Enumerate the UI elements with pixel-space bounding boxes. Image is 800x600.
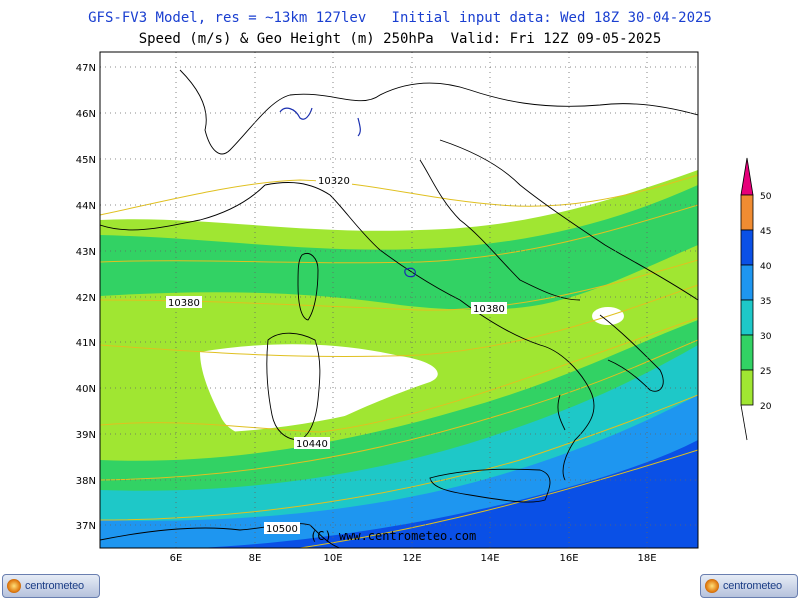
legend-box-45-50 — [740, 194, 754, 231]
legend-arrow-50plus — [740, 157, 754, 196]
globe-icon — [705, 579, 719, 593]
lon-tick-label: 14E — [480, 553, 499, 564]
lon-tick-label: 18E — [637, 553, 656, 564]
lat-tick-label: 44N — [76, 201, 96, 212]
map-title: GFS-FV3 Model, res = ~13km 127lev Initia… — [88, 10, 712, 26]
legend-box-30-35 — [740, 299, 754, 336]
legend-box-35-40 — [740, 264, 754, 301]
contour-label: 10500 — [266, 524, 298, 535]
balkan-coast — [439, 139, 698, 301]
legend-box-40-45 — [740, 229, 754, 266]
watermark: (C) www.centrometeo.com — [310, 529, 476, 543]
italy-east-coast — [419, 159, 581, 301]
legend-box-20-25 — [740, 369, 754, 406]
logo-text: centrometeo — [723, 580, 782, 592]
lat-tick-label: 37N — [76, 521, 96, 532]
alps-border — [179, 69, 698, 155]
corsica — [297, 253, 319, 321]
lake-maggiore — [279, 107, 313, 120]
lat-tick-label: 47N — [76, 63, 96, 74]
france-coast — [100, 184, 266, 231]
lakes — [279, 107, 416, 278]
contour-10410 — [100, 284, 698, 358]
legend-label: 30 — [760, 332, 772, 342]
legend-label: 40 — [760, 262, 772, 272]
lon-tick-label: 6E — [170, 553, 183, 564]
logo-text: centrometeo — [25, 580, 84, 592]
legend-label: 35 — [760, 297, 771, 307]
lat-tick-label: 42N — [76, 293, 96, 304]
lat-tick-label: 45N — [76, 155, 96, 166]
color-legend — [740, 157, 754, 441]
contour-10470 — [100, 339, 698, 481]
logo-right[interactable]: centrometeo — [700, 574, 798, 598]
legend-box-25-30 — [740, 334, 754, 371]
lat-tick-label: 46N — [76, 109, 96, 120]
lon-tick-label: 12E — [402, 553, 421, 564]
contour-10440 — [100, 317, 698, 433]
contour-10350 — [100, 204, 698, 264]
globe-icon — [7, 579, 21, 593]
contour-label: 10380 — [168, 298, 200, 309]
sicily — [429, 468, 551, 503]
map-subtitle: Speed (m/s) & Geo Height (m) 250hPa Vali… — [138, 31, 662, 47]
legend-label: 50 — [760, 192, 772, 202]
lake-garda — [357, 117, 361, 137]
lon-tick-label: 16E — [559, 553, 578, 564]
lat-tick-label: 41N — [76, 338, 96, 349]
lat-tick-label: 39N — [76, 430, 96, 441]
lat-tick-label: 38N — [76, 476, 96, 487]
lon-tick-label: 10E — [323, 553, 342, 564]
contour-10320 — [100, 174, 698, 216]
contour-10530 — [299, 449, 698, 548]
italy-peninsula — [264, 182, 664, 481]
lat-tick-label: 40N — [76, 384, 96, 395]
legend-label: 20 — [760, 402, 772, 412]
lon-tick-label: 8E — [249, 553, 262, 564]
contour-10500 — [100, 394, 698, 521]
africa-coast — [100, 522, 341, 548]
legend-label: 45 — [760, 227, 771, 237]
legend-tail — [740, 404, 748, 441]
contour-label: 10440 — [296, 439, 328, 450]
legend-label: 25 — [760, 367, 771, 377]
sardinia — [266, 332, 321, 441]
contour-label: 10380 — [473, 304, 505, 315]
coastlines — [100, 69, 698, 548]
contour-label: 10320 — [318, 176, 350, 187]
lat-tick-label: 43N — [76, 247, 96, 258]
lake-trasimeno — [404, 267, 416, 278]
logo-left[interactable]: centrometeo — [2, 574, 100, 598]
plot-frame — [99, 51, 699, 549]
wind-band-40-45 — [200, 440, 698, 548]
